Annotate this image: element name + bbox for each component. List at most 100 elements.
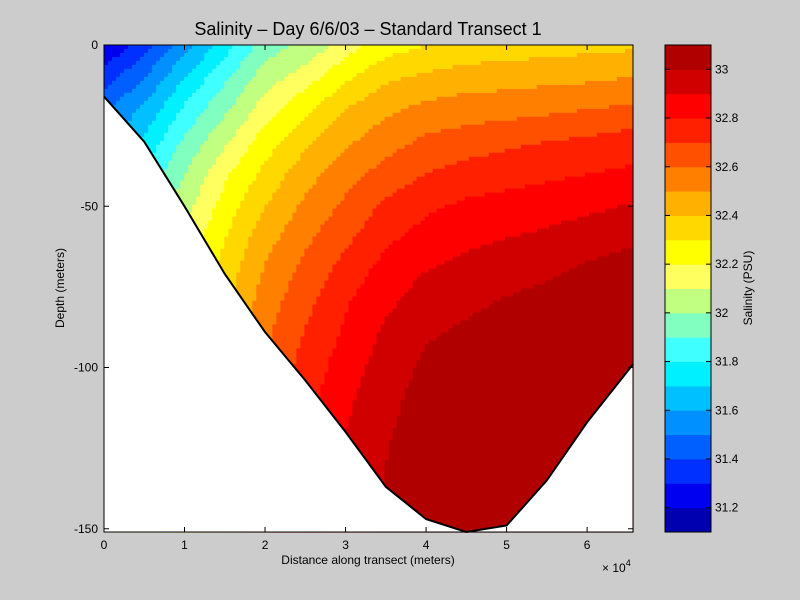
- contour-cell: [364, 144, 370, 150]
- contour-cell: [528, 120, 534, 126]
- contour-cell: [240, 92, 245, 98]
- contour-cell: [368, 104, 374, 110]
- contour-cell: [340, 124, 346, 130]
- contour-cell: [392, 60, 398, 66]
- contour-cell: [412, 176, 418, 182]
- contour-cell: [236, 104, 241, 110]
- contour-cell: [404, 76, 410, 82]
- contour-cell: [496, 96, 502, 102]
- contour-cell: [120, 80, 125, 86]
- contour-cell: [488, 112, 494, 118]
- contour-cell: [108, 92, 113, 98]
- contour-cell: [500, 76, 506, 82]
- contour-cell: [260, 45, 265, 50]
- contour-cell: [216, 148, 221, 154]
- contour-cell: [352, 84, 358, 90]
- contour-cell: [172, 172, 177, 178]
- contour-cell: [324, 144, 330, 150]
- contour-cell: [312, 152, 317, 158]
- contour-cell: [572, 52, 578, 58]
- contour-cell: [212, 60, 217, 66]
- contour-cell: [208, 176, 213, 182]
- contour-cell: [420, 144, 426, 150]
- contour-cell: [104, 80, 109, 86]
- contour-cell: [200, 120, 205, 126]
- contour-cell: [392, 76, 398, 82]
- contour-cell: [392, 168, 398, 174]
- contour-cell: [224, 156, 229, 162]
- contour-cell: [548, 104, 554, 110]
- contour-cell: [136, 72, 141, 78]
- contour-cell: [148, 72, 153, 78]
- contour-cell: [460, 45, 466, 50]
- contour-cell: [564, 172, 570, 178]
- contour-cell: [124, 88, 129, 94]
- contour-cell: [116, 76, 121, 82]
- contour-cell: [260, 132, 265, 138]
- contour-cell: [620, 52, 626, 58]
- contour-cell: [224, 176, 229, 182]
- contour-cell: [324, 52, 330, 58]
- contour-cell: [184, 180, 189, 186]
- contour-cell: [400, 188, 406, 194]
- contour-cell: [292, 108, 297, 114]
- contour-cell: [348, 164, 354, 170]
- contour-cell: [304, 164, 309, 170]
- contour-cell: [372, 100, 378, 106]
- contour-cell: [244, 124, 249, 130]
- contour-cell: [580, 88, 586, 94]
- contour-cell: [452, 184, 458, 190]
- contour-cell: [212, 164, 217, 170]
- contour-cell: [388, 148, 394, 154]
- contour-cell: [612, 96, 618, 102]
- contour-cell: [356, 124, 362, 130]
- contour-cell: [148, 96, 153, 102]
- contour-cell: [272, 188, 277, 194]
- contour-cell: [548, 188, 554, 194]
- contour-cell: [256, 144, 261, 150]
- contour-cell: [592, 84, 598, 90]
- contour-cell: [204, 156, 209, 162]
- contour-cell: [472, 72, 478, 78]
- contour-cell: [508, 180, 514, 186]
- contour-cell: [576, 96, 582, 102]
- contour-cell: [124, 68, 129, 74]
- contour-cell: [580, 176, 586, 182]
- contour-cell: [572, 176, 578, 182]
- contour-cell: [384, 140, 390, 146]
- contour-cell: [296, 76, 301, 82]
- contour-cell: [488, 132, 494, 138]
- contour-cell: [120, 48, 125, 54]
- contour-cell: [576, 136, 582, 142]
- contour-cell: [208, 164, 213, 170]
- contour-cell: [312, 92, 317, 98]
- contour-cell: [260, 184, 265, 190]
- contour-cell: [584, 156, 590, 162]
- contour-cell: [284, 152, 289, 158]
- contour-cell: [472, 104, 478, 110]
- contour-cell: [124, 48, 129, 54]
- contour-cell: [480, 60, 486, 66]
- contour-cell: [416, 144, 422, 150]
- contour-cell: [364, 108, 370, 114]
- contour-cell: [348, 148, 354, 154]
- contour-cell: [388, 168, 394, 174]
- contour-cell: [208, 152, 213, 158]
- contour-cell: [576, 56, 582, 62]
- contour-cell: [584, 180, 590, 186]
- contour-cell: [324, 48, 330, 54]
- contour-cell: [460, 168, 466, 174]
- contour-cell: [204, 45, 209, 50]
- contour-cell: [244, 68, 249, 74]
- contour-cell: [356, 72, 362, 78]
- contour-cell: [264, 92, 269, 98]
- contour-cell: [224, 80, 229, 86]
- contour-cell: [628, 48, 634, 54]
- contour-cell: [484, 68, 490, 74]
- contour-cell: [348, 124, 354, 130]
- contour-cell: [168, 152, 173, 158]
- contour-cell: [488, 60, 494, 66]
- contour-cell: [208, 140, 213, 146]
- contour-cell: [312, 104, 317, 110]
- contour-cell: [356, 192, 362, 198]
